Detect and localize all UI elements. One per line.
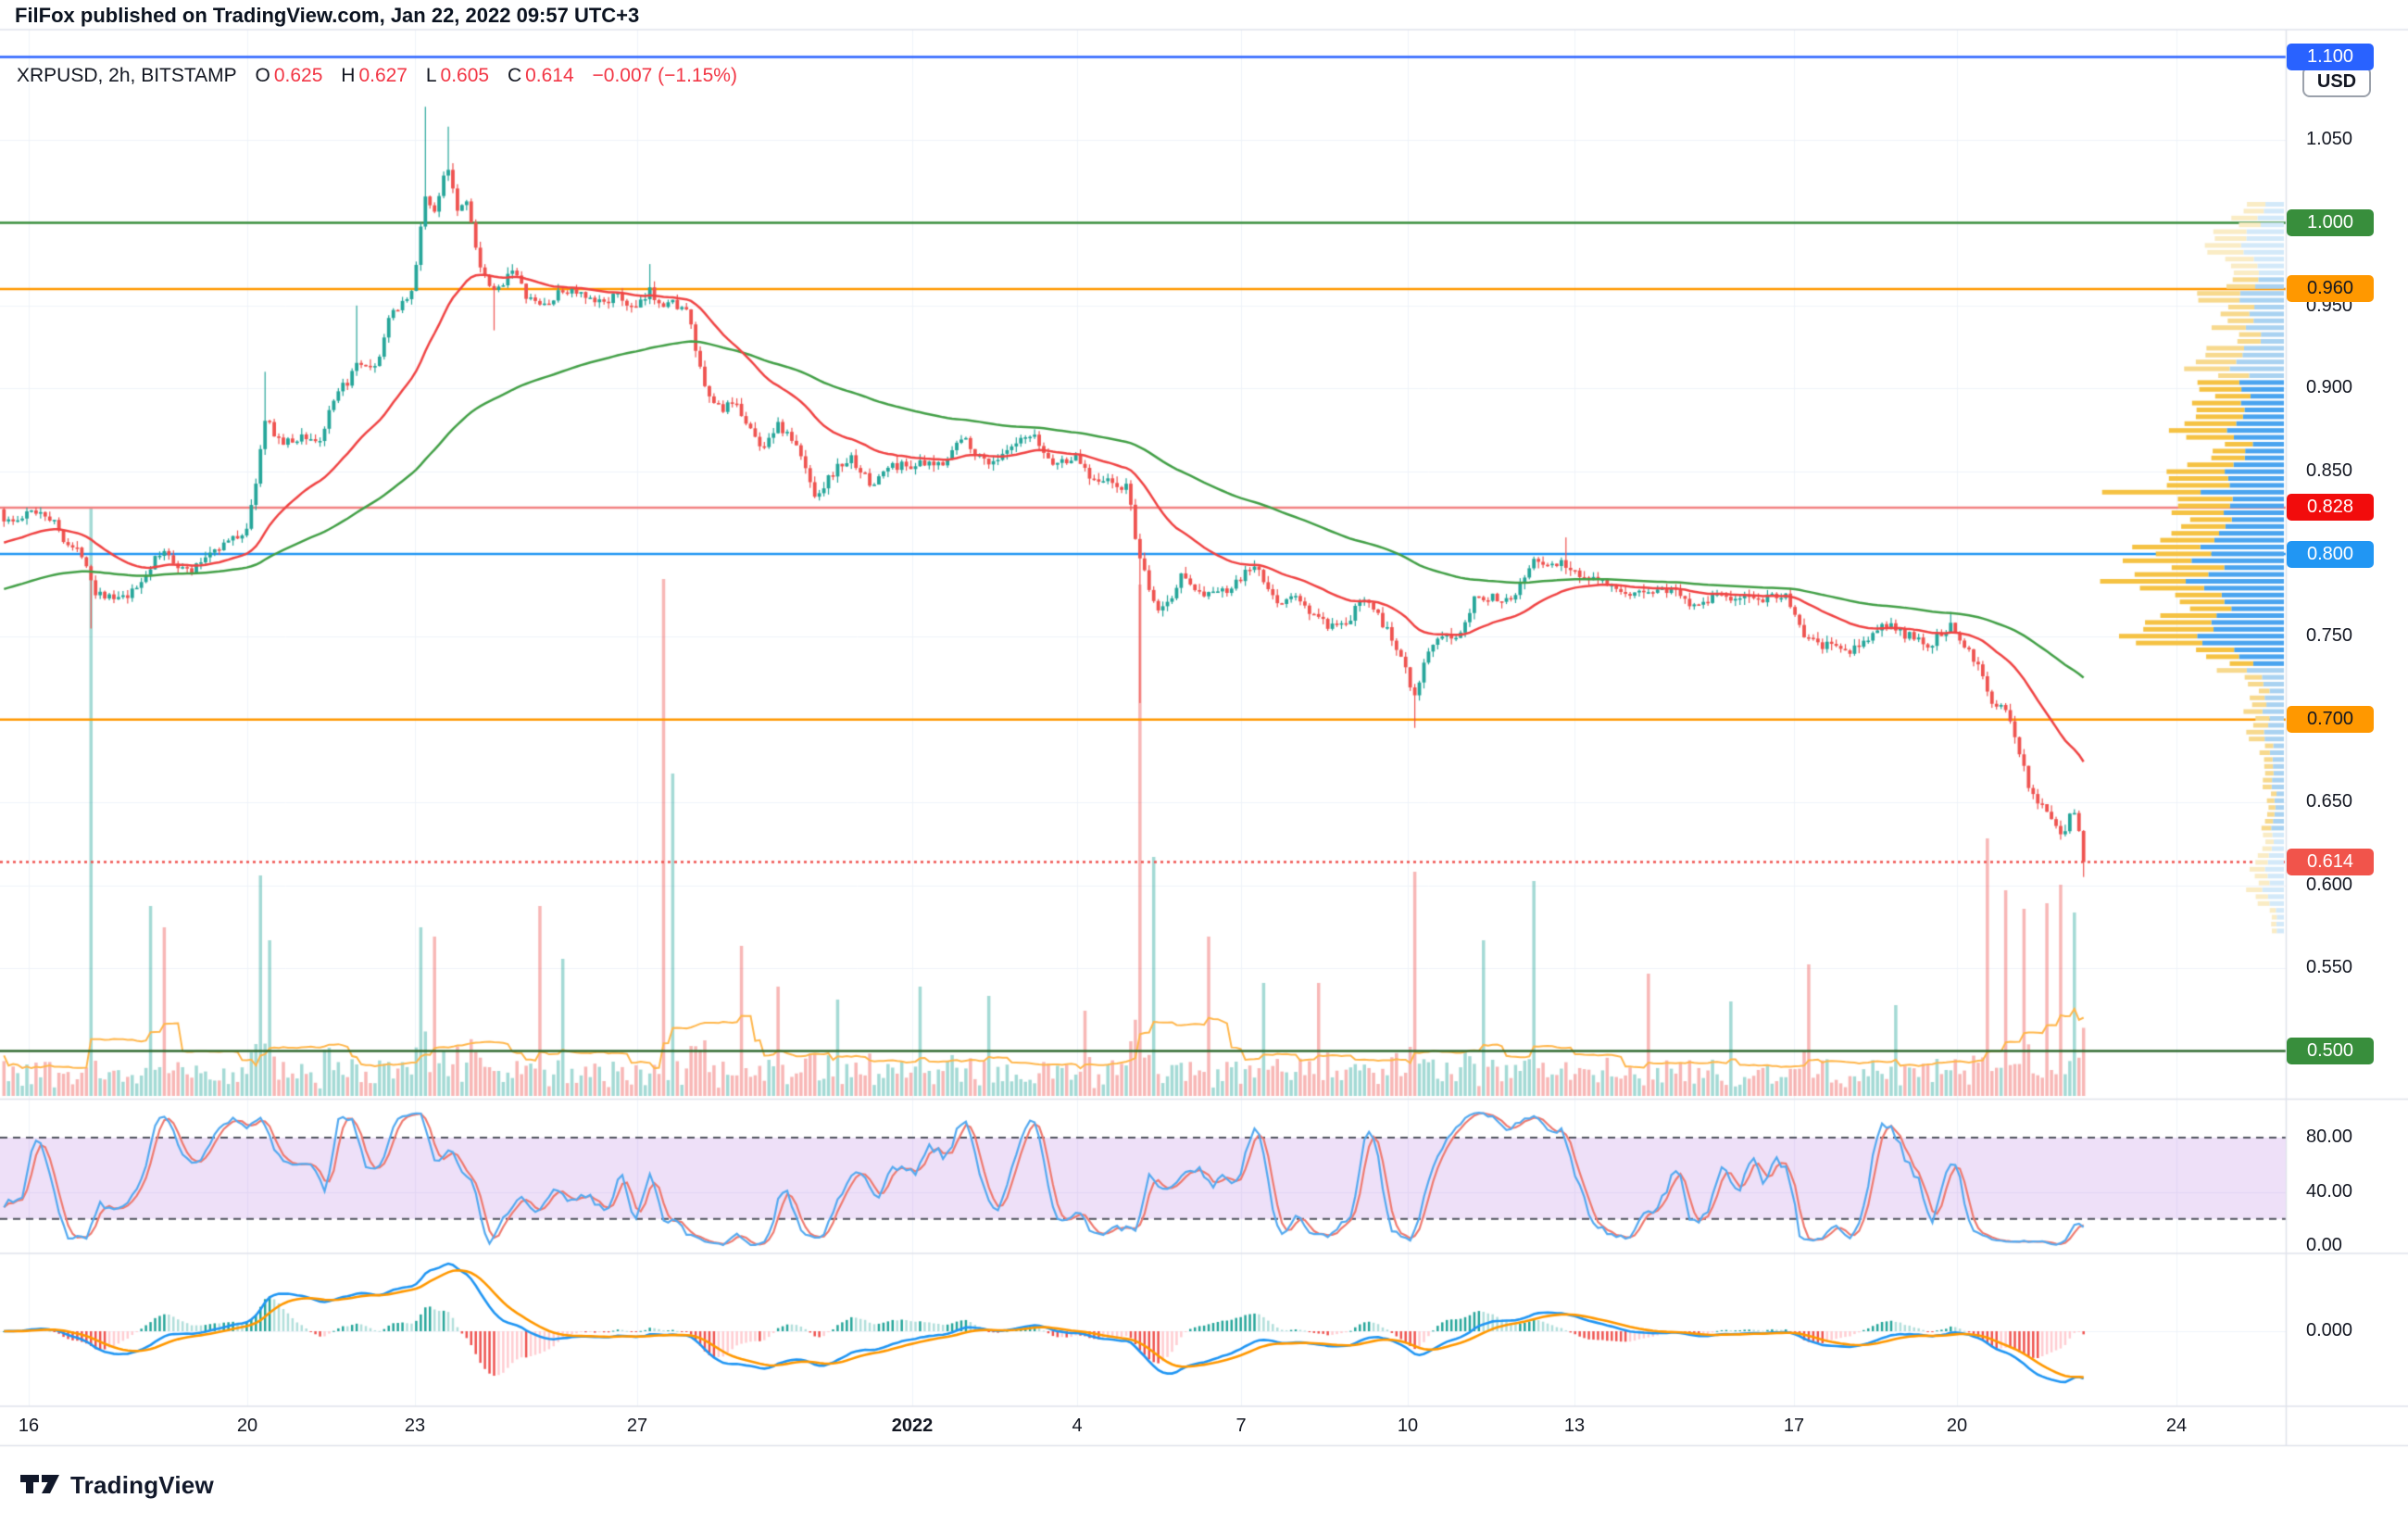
- open-label: O: [255, 65, 270, 86]
- price-axis-label: 0.600: [2306, 875, 2353, 895]
- time-axis-label: 4: [1072, 1416, 1083, 1436]
- tradingview-logo-text: TradingView: [70, 1471, 214, 1499]
- attribution-text: FilFox published on TradingView.com, Jan…: [15, 4, 640, 27]
- time-axis-label: 17: [1783, 1416, 1805, 1436]
- change-value: −0.007 (−1.15%): [592, 65, 737, 86]
- time-axis-label: 10: [1397, 1416, 1419, 1436]
- price-axis-label: 0.850: [2306, 460, 2353, 481]
- price-level-badge: 0.960: [2287, 275, 2374, 303]
- price-axis-label: 40.00: [2306, 1181, 2353, 1202]
- time-axis-label: 16: [18, 1416, 40, 1436]
- time-axis-label: 20: [236, 1416, 258, 1436]
- currency-toggle-button[interactable]: USD: [2302, 66, 2371, 97]
- open-value: 0.625: [273, 65, 323, 86]
- time-axis-label: 27: [626, 1416, 648, 1436]
- high-value: 0.627: [358, 65, 408, 86]
- price-level-badge: 0.700: [2287, 706, 2374, 734]
- ohlc-legend[interactable]: XRPUSD, 2h, BITSTAMP O 0.625 H 0.627 L 0.60…: [17, 65, 741, 87]
- close-value: 0.614: [525, 65, 574, 86]
- price-axis-label: 0.750: [2306, 625, 2353, 646]
- low-label: L: [425, 65, 437, 86]
- time-axis-label: 2022: [891, 1416, 934, 1436]
- time-axis-label: 7: [1235, 1416, 1247, 1436]
- time-axis-label: 20: [1946, 1416, 1968, 1436]
- price-axis-label: 0.550: [2306, 957, 2353, 977]
- close-label: C: [507, 65, 522, 86]
- price-axis-label: 1.050: [2306, 129, 2353, 149]
- symbol-title: XRPUSD, 2h, BITSTAMP: [17, 65, 237, 86]
- price-axis-label: 0.650: [2306, 791, 2353, 812]
- price-axis-label: 0.900: [2306, 377, 2353, 397]
- price-level-badge: 0.828: [2287, 494, 2374, 522]
- high-label: H: [341, 65, 356, 86]
- price-level-badge: 1.100: [2287, 44, 2374, 71]
- price-axis-label: 80.00: [2306, 1127, 2353, 1147]
- tradingview-logo[interactable]: TradingView: [20, 1471, 214, 1500]
- price-level-badge: 0.500: [2287, 1037, 2374, 1064]
- price-level-badge: 0.800: [2287, 540, 2374, 568]
- tradingview-logo-icon: [20, 1473, 61, 1499]
- price-axis-label: 0.000: [2306, 1320, 2353, 1340]
- price-level-badge: 0.614: [2287, 849, 2374, 876]
- price-axis-label: 0.00: [2306, 1235, 2342, 1255]
- low-value: 0.605: [440, 65, 490, 86]
- time-axis-label: 23: [404, 1416, 426, 1436]
- time-axis-label: 13: [1563, 1416, 1586, 1436]
- price-level-badge: 1.000: [2287, 208, 2374, 236]
- time-axis-label: 24: [2165, 1416, 2188, 1436]
